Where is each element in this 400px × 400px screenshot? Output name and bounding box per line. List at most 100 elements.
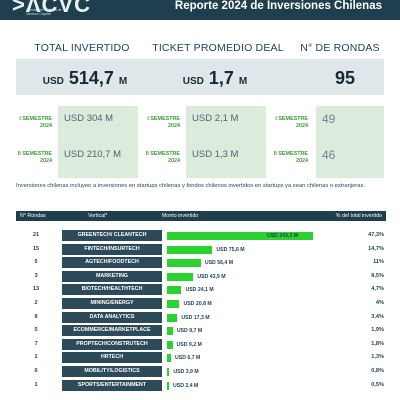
- kpi-value-ticket: USD 1,7 M: [170, 68, 260, 89]
- kpi-currency: USD: [42, 76, 64, 87]
- semester-2-label: II SEMESTRE 2024: [145, 151, 180, 164]
- table-row: 1 SPORTS/ENTERTAINMENT USD 2,4 M 0,5%: [16, 379, 386, 392]
- investment-bar: [167, 327, 173, 336]
- table-row: 1 HRTECH USD 6,7 M 1,3%: [16, 352, 386, 364]
- investment-bar: [167, 381, 169, 390]
- header-vertical: Vertical*: [88, 213, 108, 219]
- investment-value-label: USD 6,7 M: [175, 355, 201, 362]
- rounds-count: 3: [34, 272, 38, 279]
- ticket-s1-value: USD 2,1 M: [192, 113, 239, 124]
- investment-bar: [167, 272, 194, 281]
- investment-value-label: USD 2,4 M: [173, 382, 199, 389]
- semester-2-label: II SEMESTRE 2024: [273, 151, 308, 164]
- table-row: 13 BIOTECH/HEALTHTECH USD 24,1 M 4,7%: [16, 284, 386, 296]
- header-monto: Monto invertido: [162, 213, 199, 219]
- percent-of-total: 1,3%: [371, 354, 384, 361]
- rounds-count: 5: [34, 259, 38, 266]
- investment-value-label: USD 3,9 M: [173, 369, 199, 375]
- investment-value-label: USD 43,9 M: [197, 273, 226, 280]
- table-row: 5 ECOMMERCE/MARKETPLACE USD 9,7 M 1,9%: [16, 325, 386, 337]
- rondas-s2-value: 46: [322, 148, 336, 162]
- investment-value-label: USD 9,7 M: [176, 328, 203, 335]
- vertical-label: GREENTECH/ CLEANTECH: [62, 230, 162, 241]
- rounds-count: 5: [34, 327, 38, 334]
- rondas-s1-value: 49: [322, 112, 336, 126]
- kpi-currency: USD: [182, 76, 204, 87]
- rounds-count: 2: [34, 300, 38, 306]
- table-row: 5 AGTECH/FOODTECH USD 56,4 M 11%: [16, 257, 386, 269]
- ticket-s2-value: USD 1,3 M: [192, 149, 239, 160]
- rounds-count: 1: [34, 354, 38, 361]
- vertical-label: PROPTECH/CONSTRUTECH: [62, 338, 162, 350]
- vertical-label: MOBILITY/LOGISTICS: [62, 366, 162, 377]
- kpi-unit: M: [238, 76, 248, 87]
- percent-of-total: 11%: [373, 259, 384, 266]
- percent-of-total: 1,9%: [371, 327, 384, 334]
- header-rondas: N° Rondas: [20, 213, 46, 219]
- logo-subtitle: Asociación Chilena de Venture Capital: [26, 8, 62, 17]
- investment-bar: [167, 286, 182, 295]
- investment-value-label: USD 20,8 M: [183, 301, 212, 307]
- percent-of-total: 1,8%: [371, 340, 384, 347]
- investment-bar: [167, 313, 178, 322]
- report-title: Reporte 2024 de Inversiones Chilenas: [174, 0, 382, 12]
- rounds-count: 13: [32, 286, 40, 293]
- table-row: 7 PROPTECH/CONSTRUTECH USD 9,2 M 1,8%: [16, 338, 386, 351]
- vertical-label: FINTECH/INSURTECH: [62, 243, 162, 255]
- kpi-value-total: USD 514,7 M: [30, 68, 140, 89]
- kpi-unit: M: [118, 76, 128, 87]
- vertical-label: MINING/ENERGY: [62, 298, 162, 309]
- vertical-label: MARKETING: [62, 270, 162, 282]
- table-header: N° Rondas Vertical* Monto invertido % de…: [16, 211, 386, 221]
- investment-value-label: USD 9,2 M: [176, 341, 202, 348]
- table-row: 8 DATA ANALYTICS USD 17,3 M 3,4%: [16, 311, 386, 324]
- investment-bar: [167, 259, 201, 268]
- total-s1-value: USD 304 M: [64, 113, 114, 124]
- vertical-label: AGTECH/FOODTECH: [62, 257, 162, 269]
- table-row: 21 GREENTECH/ CLEANTECH USD 243,3 M 47,3%: [16, 230, 386, 242]
- semester-box-total: [58, 106, 138, 142]
- semester-box-ticket-2: [186, 142, 266, 178]
- vertical-label: BIOTECH/HEALTHTECH: [62, 284, 162, 296]
- table-row: 15 FINTECH/INSURTECH USD 75,6 M 14,7%: [16, 243, 386, 256]
- semester-2-label: II SEMESTRE 2024: [17, 151, 52, 164]
- semester-box-total-2: [58, 142, 138, 178]
- semester-box-rondas: [316, 106, 384, 178]
- investment-value-label: USD 17,3 M: [181, 314, 210, 321]
- investment-value-label: USD 24,1 M: [185, 287, 214, 294]
- investment-bar: [167, 368, 170, 376]
- percent-of-total: 14,7%: [368, 245, 384, 252]
- rounds-count: 21: [32, 232, 40, 238]
- investment-bar: [167, 245, 213, 254]
- vertical-label: ECOMMERCE/MARKETPLACE: [62, 325, 162, 337]
- vertical-label: HRTECH: [62, 352, 162, 364]
- vertical-label: DATA ANALYTICS: [62, 311, 162, 323]
- investment-value-label: USD 75,6 M: [216, 246, 245, 253]
- header-pct: % del total invertido: [335, 213, 382, 219]
- kpi-label-rondas: N° DE RONDAS: [300, 42, 380, 54]
- vertical-label: SPORTS/ENTERTAINMENT: [62, 379, 162, 391]
- investment-value-label: USD 56,4 M: [204, 260, 234, 267]
- investment-bar: [167, 300, 180, 308]
- kpi-number: 95: [334, 68, 356, 88]
- percent-of-total: 0,8%: [371, 368, 384, 374]
- percent-of-total: 4%: [375, 300, 384, 306]
- kpi-number: 1,7: [208, 68, 234, 88]
- kpi-number: 514,7: [68, 68, 114, 88]
- percent-of-total: 4,7%: [371, 286, 384, 293]
- kpi-label-ticket: TICKET PROMEDIO DEAL: [152, 42, 284, 54]
- investment-bar: [167, 354, 172, 363]
- rounds-count: 6: [34, 368, 38, 374]
- semester-1-label: I SEMESTRE 2024: [275, 116, 308, 129]
- report-header: >ΛCVC Asociación Chilena de Venture Capi…: [0, 0, 400, 20]
- semester-1-label: I SEMESTRE 2024: [19, 116, 52, 129]
- kpi-value-rondas: 95: [300, 68, 390, 89]
- acvc-logo: >ΛCVC Asociación Chilena de Venture Capi…: [12, 0, 92, 18]
- percent-of-total: 0,5%: [371, 381, 384, 388]
- methodology-note: Inversiones chilenas incluyen a inversio…: [16, 183, 365, 189]
- rounds-count: 8: [34, 313, 38, 320]
- table-row: 6 MOBILITY/LOGISTICS USD 3,9 M 0,8%: [16, 366, 386, 378]
- investment-bar: [167, 232, 313, 240]
- kpi-label-total: TOTAL INVERTIDO: [34, 42, 130, 54]
- investment-bar: [167, 340, 173, 349]
